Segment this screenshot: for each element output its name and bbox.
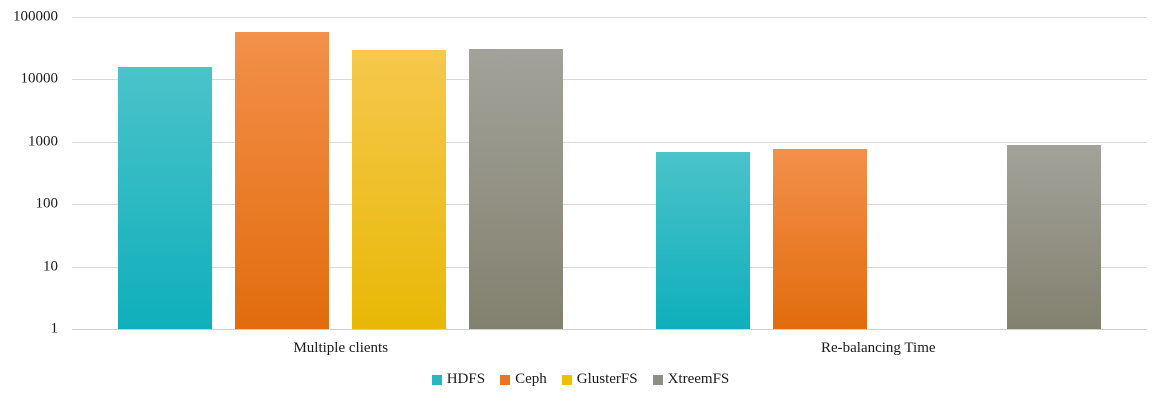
legend-item-ceph: Ceph bbox=[500, 371, 547, 388]
legend-item-xtreemfs: XtreemFS bbox=[652, 371, 730, 388]
y-axis: 100000 10000 1000 100 10 1 bbox=[0, 9, 59, 336]
bar-glusterfs-1 bbox=[352, 49, 447, 329]
category-label-multiple-clients: Multiple clients bbox=[293, 340, 389, 356]
x-axis: Multiple clients Re-balancing Time bbox=[72, 340, 1147, 360]
bar-xtreemfs-1 bbox=[469, 48, 564, 329]
category-label-rebalancing-time: Re-balancing Time bbox=[820, 340, 936, 356]
legend-label: HDFS bbox=[446, 371, 486, 387]
legend-swatch-glusterfs bbox=[561, 374, 572, 385]
y-tick-label: 100 bbox=[35, 195, 59, 212]
bar-xtreemfs-2 bbox=[1006, 144, 1101, 329]
legend-label: XtreemFS bbox=[667, 371, 730, 387]
legend-label: GlusterFS bbox=[576, 371, 638, 387]
gridline bbox=[72, 266, 1147, 268]
y-tick-label: 1 bbox=[50, 320, 59, 337]
y-tick-label: 100000 bbox=[13, 8, 58, 25]
legend-swatch-ceph bbox=[500, 374, 511, 385]
y-tick-label: 10 bbox=[43, 258, 58, 275]
legend-item-glusterfs: GlusterFS bbox=[561, 371, 638, 388]
bar-ceph-2 bbox=[772, 148, 867, 329]
bar-hdfs-1 bbox=[118, 66, 213, 329]
y-tick-label: 1000 bbox=[28, 133, 58, 150]
gridline bbox=[72, 204, 1147, 206]
gridline bbox=[72, 79, 1147, 81]
legend-item-hdfs: HDFS bbox=[431, 371, 486, 388]
x-axis-line bbox=[72, 329, 1147, 330]
y-tick-label: 10000 bbox=[20, 70, 59, 87]
gridline bbox=[72, 141, 1147, 143]
plot-area bbox=[72, 17, 1147, 330]
legend-swatch-xtreemfs bbox=[652, 374, 663, 385]
legend-label: Ceph bbox=[515, 371, 547, 387]
legend: HDFS Ceph GlusterFS XtreemFS bbox=[0, 371, 1161, 388]
gridline bbox=[72, 17, 1147, 18]
bar-ceph-1 bbox=[235, 32, 330, 329]
bar-hdfs-2 bbox=[655, 151, 750, 329]
legend-swatch-hdfs bbox=[431, 374, 442, 385]
